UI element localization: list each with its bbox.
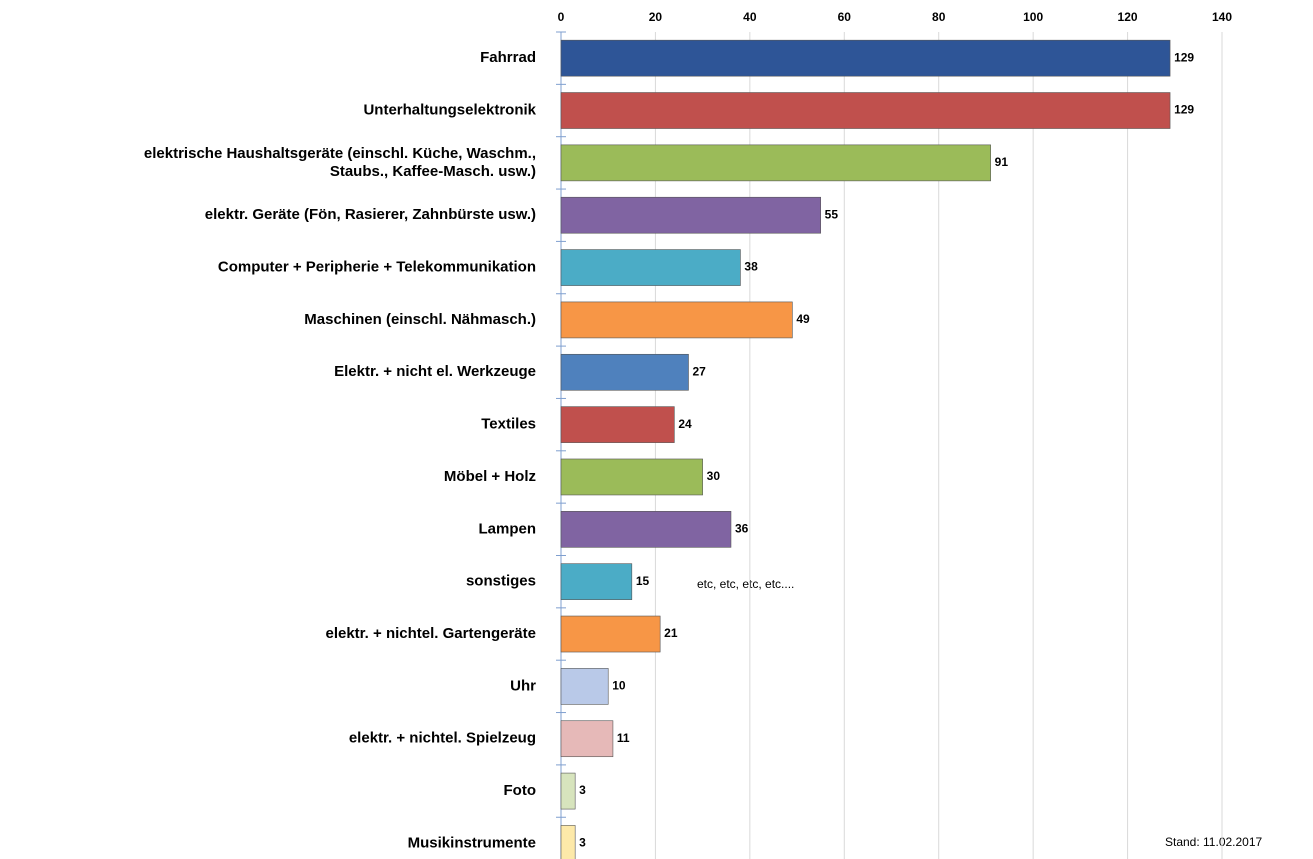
bar <box>561 721 613 757</box>
x-tick-label: 60 <box>838 10 852 24</box>
category-label: elektr. + nichtel. Gartengeräte <box>325 625 536 642</box>
chart: etc, etc, etc, etc.... Stand: 11.02.2017… <box>0 0 1313 859</box>
category-label: Uhr <box>510 677 536 694</box>
bar <box>561 354 688 390</box>
category-label: Textiles <box>481 416 536 433</box>
x-tick-label: 140 <box>1212 10 1232 24</box>
category-label: elektr. Geräte (Fön, Rasierer, Zahnbürst… <box>205 206 536 223</box>
value-label: 49 <box>796 312 810 326</box>
bar <box>561 616 660 652</box>
value-label: 10 <box>612 679 626 693</box>
value-label: 55 <box>825 207 839 221</box>
bar <box>561 668 608 704</box>
annotation: etc, etc, etc, etc.... <box>697 577 794 591</box>
value-label: 3 <box>579 783 586 797</box>
x-tick-label: 80 <box>932 10 946 24</box>
x-tick-label: 120 <box>1118 10 1138 24</box>
value-label: 11 <box>617 731 630 745</box>
bar <box>561 511 731 547</box>
category-label: Möbel + Holz <box>444 468 536 485</box>
bar <box>561 197 821 233</box>
category-label: elektrische Haushaltsgeräte (einschl. Kü… <box>144 145 536 180</box>
value-label: 38 <box>744 260 758 274</box>
value-label: 3 <box>579 836 586 850</box>
bar <box>561 459 703 495</box>
category-label: elektr. + nichtel. Spielzeug <box>349 730 536 747</box>
bar <box>561 93 1170 129</box>
value-label: 27 <box>692 364 706 378</box>
bar <box>561 250 740 286</box>
value-label: 129 <box>1174 50 1194 64</box>
bar <box>561 825 575 859</box>
category-label: Computer + Peripherie + Telekommunikatio… <box>218 259 536 276</box>
x-tick-label: 20 <box>649 10 663 24</box>
x-tick-label: 40 <box>743 10 757 24</box>
category-label: Elektr. + nicht el. Werkzeuge <box>334 363 536 380</box>
annotation: Stand: 11.02.2017 <box>1165 835 1263 849</box>
value-label: 21 <box>664 626 678 640</box>
category-label: Foto <box>504 782 536 799</box>
value-label: 36 <box>735 521 749 535</box>
value-label: 91 <box>995 155 1009 169</box>
category-label: Maschinen (einschl. Nähmasch.) <box>304 311 536 328</box>
category-label: sonstiges <box>466 573 536 590</box>
value-label: 24 <box>678 417 692 431</box>
bar <box>561 773 575 809</box>
value-label: 129 <box>1174 103 1194 117</box>
category-label: Fahrrad <box>480 49 536 66</box>
category-label: Lampen <box>478 520 536 537</box>
category-label: Musikinstrumente <box>408 834 536 851</box>
x-tick-label: 100 <box>1023 10 1043 24</box>
bar <box>561 302 792 338</box>
bar <box>561 40 1170 76</box>
bar <box>561 407 674 443</box>
bar <box>561 145 991 181</box>
bar <box>561 564 632 600</box>
value-label: 30 <box>707 469 721 483</box>
x-tick-label: 0 <box>558 10 565 24</box>
value-label: 15 <box>636 574 650 588</box>
category-label: Unterhaltungselektronik <box>363 101 536 118</box>
